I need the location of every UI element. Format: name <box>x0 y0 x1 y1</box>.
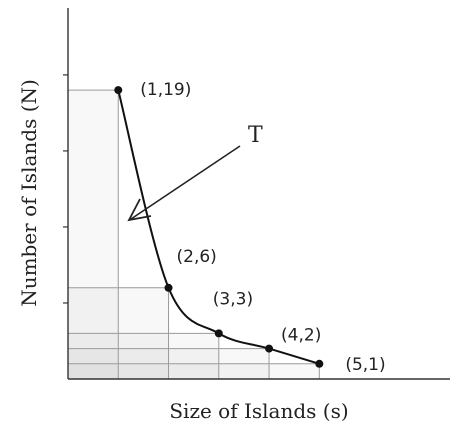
point-label: (2,6) <box>177 247 217 267</box>
annotation-arrow-shaft <box>130 145 241 220</box>
point-labels: (1,19) (2,6) (3,3) (4,2) (5,1) <box>140 80 385 375</box>
point-label: (1,19) <box>140 80 191 100</box>
shade-rect <box>68 90 119 379</box>
annotation-label: T <box>248 123 263 148</box>
y-axis-title: Number of Islands (N) <box>17 79 41 307</box>
data-point <box>214 329 223 338</box>
shade-rect <box>68 333 219 379</box>
series-line <box>117 89 320 365</box>
annotation-arrow-head <box>127 198 152 222</box>
data-point <box>265 344 274 353</box>
data-point <box>315 359 324 368</box>
point-label: (5,1) <box>345 355 385 375</box>
x-axis-title: Size of Islands (s) <box>169 399 348 423</box>
y-axis-ticks <box>63 74 68 304</box>
point-label: (3,3) <box>213 289 253 309</box>
point-label: (4,2) <box>281 326 321 346</box>
data-points <box>114 86 324 368</box>
data-point <box>114 86 123 95</box>
data-point <box>164 283 173 292</box>
shade-rect <box>68 363 320 379</box>
